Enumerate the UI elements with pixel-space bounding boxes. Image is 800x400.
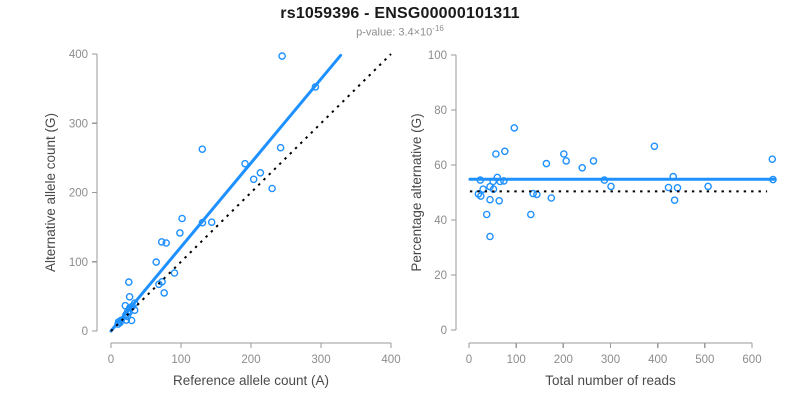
scatter-point — [704, 182, 712, 191]
y-tick-label: 100 — [69, 257, 88, 269]
x-tick-label: 100 — [507, 354, 526, 366]
scatter-point — [562, 157, 571, 165]
scatter-point — [500, 177, 508, 185]
y-tick-label: 20 — [434, 270, 447, 282]
scatter-point — [152, 258, 160, 266]
scatter-point — [542, 159, 551, 168]
x-axis-title: Total number of reads — [545, 373, 676, 388]
x-tick-label: 400 — [648, 354, 667, 366]
page-title: rs1059396 - ENSG00000101311 — [280, 5, 520, 22]
scatter-point — [607, 182, 615, 191]
scatter-point — [495, 196, 504, 205]
y-axis-title: Alternative allele count (G) — [43, 113, 58, 272]
scatter-point — [256, 168, 265, 177]
pvalue-exponent: -16 — [432, 24, 444, 33]
x-tick-label: 0 — [466, 354, 472, 366]
scatter-point — [160, 289, 168, 297]
left-scatter-plot: 0 100 200 300 400 0 100 200 300 400 Reference alle… — [43, 49, 401, 388]
identity-line — [110, 53, 392, 332]
fit-line — [109, 53, 343, 333]
scatter-point — [492, 150, 500, 158]
scatter-point — [162, 239, 170, 247]
scatter-point — [510, 124, 519, 132]
y-tick-label: 80 — [434, 105, 447, 117]
y-tick-label: 60 — [434, 160, 447, 172]
scatter-point — [178, 214, 186, 223]
scatter-point — [130, 306, 139, 315]
scatter-point — [479, 185, 487, 193]
scatter-point — [673, 183, 682, 192]
scatter-point — [664, 183, 673, 192]
scatter-point — [650, 142, 659, 151]
x-tick-label: 100 — [171, 354, 190, 366]
scatter-point — [529, 189, 537, 198]
scatter-point — [500, 147, 509, 156]
scatter-point — [589, 157, 598, 165]
x-tick-label: 300 — [311, 354, 330, 366]
x-tick-label: 200 — [241, 354, 260, 366]
scatter-point — [125, 278, 133, 286]
x-tick-label: 400 — [381, 354, 400, 366]
scatter-point — [560, 150, 568, 158]
scatter-point — [547, 194, 556, 202]
scatter-point — [268, 184, 276, 193]
scatter-point — [241, 159, 249, 168]
scatter-point — [476, 192, 485, 200]
pvalue-text: p-value: 3.4×10 — [356, 26, 433, 39]
scatter-point — [278, 52, 286, 60]
y-tick-label: 0 — [82, 326, 88, 338]
y-tick-label: 300 — [69, 118, 88, 130]
scatter-point — [486, 232, 494, 241]
y-tick-label: 0 — [441, 325, 447, 337]
scatter-point — [768, 155, 777, 163]
scatter-point — [176, 229, 184, 237]
scatter-point — [249, 175, 258, 184]
scatter-point — [527, 210, 535, 219]
scatter-point — [170, 269, 179, 277]
x-tick-label: 500 — [695, 354, 714, 366]
y-tick-label: 200 — [69, 188, 88, 200]
x-tick-label: 600 — [742, 354, 761, 366]
y-tick-label: 400 — [69, 49, 88, 61]
y-tick-label: 100 — [428, 50, 447, 62]
scatter-point — [157, 238, 166, 246]
scatter-point — [125, 292, 134, 301]
y-tick-label: 40 — [434, 215, 447, 227]
x-tick-label: 0 — [108, 354, 114, 366]
right-scatter-plot: 0 100 200 300 400 500 600 0 20 40 60 80 100 Total num… — [409, 50, 777, 388]
scatter-point — [486, 195, 494, 204]
scatter-point — [127, 316, 136, 325]
scatter-point — [198, 145, 207, 153]
scatter-point — [670, 196, 679, 204]
scatter-point — [276, 143, 285, 152]
scatter-point — [482, 210, 491, 219]
x-tick-label: 200 — [554, 354, 573, 366]
y-axis-title: Percentage alternative (G) — [409, 113, 424, 271]
scatter-point — [578, 163, 587, 172]
pvalue-subtitle: p-value: 3.4×10-16 — [0, 24, 800, 39]
scatter-point — [158, 277, 166, 286]
scatter-point — [207, 218, 216, 226]
x-tick-label: 300 — [601, 354, 620, 366]
x-axis-title: Reference allele count (A) — [173, 373, 329, 388]
